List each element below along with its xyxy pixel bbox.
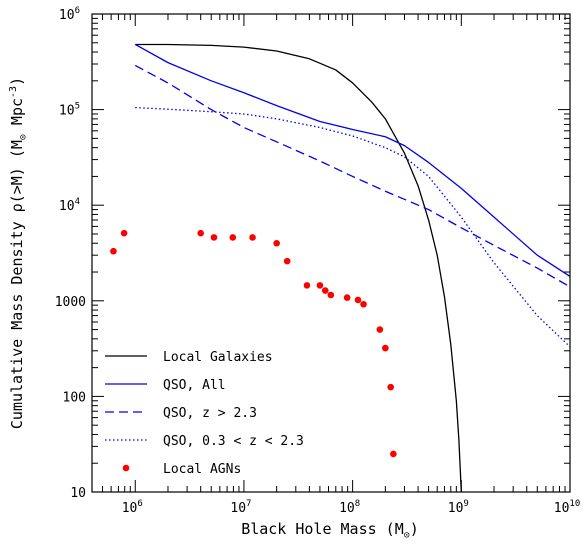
x-tick-label-1: 107: [230, 499, 251, 516]
agn-point-18: [390, 450, 397, 458]
series-layer: [110, 43, 570, 492]
x-axis-title: Black Hole Mass (M⊙): [241, 520, 419, 541]
agn-point-15: [376, 326, 384, 333]
x-tick-label-4: 1010: [554, 499, 581, 516]
agn-point-8: [303, 282, 311, 289]
legend-label-1: QSO, All: [163, 378, 226, 393]
y-tick-label-5: 106: [59, 6, 80, 23]
x-tick-label-0: 106: [122, 499, 143, 516]
legend-label-0: Local Galaxies: [163, 350, 273, 365]
agn-point-3: [210, 234, 218, 241]
agn-point-17: [387, 383, 394, 391]
agn-point-6: [273, 239, 280, 247]
agn-point-14: [360, 300, 367, 308]
y-tick-label-2: 1000: [55, 295, 86, 310]
agn-point-4: [229, 234, 237, 241]
legend-label-4: Local AGNs: [163, 462, 241, 477]
legend-label-2: QSO, z > 2.3: [163, 406, 257, 421]
agn-point-7: [283, 257, 291, 265]
series-line-0: [135, 43, 462, 492]
x-tick-label-3: 109: [448, 499, 469, 516]
y-tick-label-4: 105: [59, 102, 80, 119]
agn-point-0: [110, 247, 117, 255]
legend-label-3: QSO, 0.3 < z < 2.3: [163, 434, 304, 449]
agn-point-2: [197, 229, 204, 237]
y-tick-label-0: 10: [70, 486, 86, 501]
agn-point-1: [120, 229, 128, 237]
y-tick-label-3: 104: [59, 197, 80, 214]
agn-point-9: [316, 282, 324, 289]
series-line-1: [134, 43, 570, 277]
agn-point-12: [343, 294, 351, 301]
tick-layer: [91, 13, 571, 493]
plot-frame: [91, 13, 571, 493]
x-tick-label-2: 108: [339, 499, 360, 516]
y-tick-label-1: 100: [63, 390, 86, 405]
agn-point-16: [382, 344, 389, 352]
series-line-2: [134, 64, 570, 288]
agn-point-10: [321, 287, 329, 294]
y-axis-title: Cumulative Mass Density ρ(>M) (M⊙ Mpc-3): [8, 77, 29, 429]
agn-point-11: [327, 291, 335, 299]
legend: Local Galaxies QSO, All QSO, z > 2.3 QSO, 0…: [105, 350, 304, 477]
agn-point-5: [249, 234, 256, 241]
series-line-3: [135, 106, 570, 348]
legend-swatch-4: [122, 464, 130, 472]
agn-point-13: [354, 296, 362, 304]
